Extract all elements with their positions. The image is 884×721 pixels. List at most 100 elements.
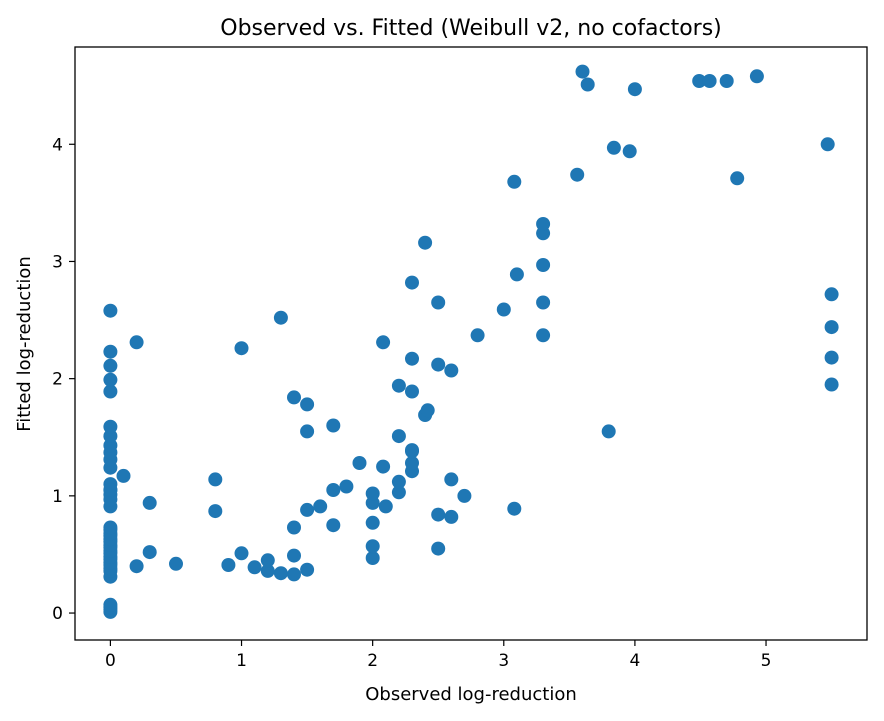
data-point xyxy=(287,390,301,405)
data-point xyxy=(627,82,642,97)
data-point xyxy=(365,551,380,565)
data-point xyxy=(103,597,118,612)
data-point xyxy=(287,567,301,582)
data-point xyxy=(405,456,419,470)
data-point xyxy=(405,384,419,399)
data-point xyxy=(129,559,144,574)
x-axis-ticks: 0 1 2 3 4 5 xyxy=(105,640,771,671)
data-point xyxy=(103,372,118,387)
data-point xyxy=(365,539,380,554)
data-point xyxy=(824,320,839,335)
data-point xyxy=(431,295,446,310)
data-point xyxy=(287,548,301,563)
data-point xyxy=(287,520,301,535)
data-point xyxy=(622,144,637,159)
data-point xyxy=(418,235,433,250)
data-point xyxy=(606,140,621,155)
data-point xyxy=(103,303,118,318)
data-point xyxy=(405,444,419,459)
data-point xyxy=(444,472,459,487)
data-point xyxy=(507,501,522,516)
x-tick-label: 3 xyxy=(498,651,509,671)
x-axis-label: Observed log-reduction xyxy=(365,684,577,705)
data-point xyxy=(749,69,764,84)
data-point xyxy=(431,541,446,556)
data-point xyxy=(692,74,707,88)
data-point xyxy=(208,504,223,519)
data-point xyxy=(103,384,118,399)
data-point xyxy=(365,486,380,501)
data-point xyxy=(391,485,406,500)
data-point xyxy=(444,363,459,378)
data-point xyxy=(221,558,236,572)
y-tick-label: 2 xyxy=(52,370,63,390)
data-point xyxy=(405,351,419,366)
chart-title: Observed vs. Fitted (Weibull v2, no cofa… xyxy=(220,16,722,41)
data-point xyxy=(820,137,835,152)
data-point xyxy=(405,275,419,290)
data-point xyxy=(391,474,406,489)
x-tick-label: 5 xyxy=(761,651,772,671)
data-point xyxy=(376,459,391,474)
data-point xyxy=(376,335,391,350)
data-point xyxy=(273,566,288,581)
data-point xyxy=(116,468,131,483)
data-point xyxy=(273,310,288,325)
data-point xyxy=(339,479,354,494)
data-point xyxy=(352,456,367,470)
y-tick-label: 3 xyxy=(52,252,63,272)
data-point xyxy=(103,483,118,497)
data-point xyxy=(313,499,328,514)
data-point xyxy=(496,302,511,317)
plot-frame xyxy=(74,46,868,641)
data-point xyxy=(378,499,393,514)
data-point xyxy=(431,357,446,372)
x-tick-label: 4 xyxy=(629,651,640,671)
data-point xyxy=(365,515,380,530)
y-tick-label: 1 xyxy=(52,487,63,507)
data-point xyxy=(507,174,522,189)
data-point xyxy=(536,258,551,272)
data-point xyxy=(300,562,315,577)
data-point xyxy=(103,419,118,434)
data-point xyxy=(536,295,551,310)
data-point xyxy=(326,518,341,533)
data-point xyxy=(391,378,406,393)
data-point xyxy=(444,509,459,524)
data-point xyxy=(391,429,406,444)
y-tick-label: 0 xyxy=(52,604,63,624)
data-point xyxy=(824,287,839,302)
data-point xyxy=(208,472,223,487)
data-point xyxy=(509,267,524,282)
data-point xyxy=(470,328,485,343)
data-point xyxy=(103,344,118,359)
data-point xyxy=(702,74,717,88)
data-point xyxy=(575,64,590,79)
data-point xyxy=(570,167,585,182)
data-point xyxy=(719,74,734,88)
data-point xyxy=(326,483,341,497)
data-point xyxy=(247,560,262,575)
data-point xyxy=(300,397,315,412)
data-point xyxy=(326,418,341,433)
x-tick-label: 1 xyxy=(236,651,247,671)
data-point xyxy=(824,377,839,392)
data-point xyxy=(300,502,315,517)
data-point xyxy=(431,507,446,522)
data-point xyxy=(536,328,551,343)
data-point xyxy=(234,546,249,561)
data-point xyxy=(103,358,118,373)
data-point xyxy=(234,341,249,356)
data-point xyxy=(730,171,745,186)
y-axis-label: Fitted log-reduction xyxy=(14,256,35,432)
data-point xyxy=(142,545,157,560)
x-tick-label: 2 xyxy=(367,651,378,671)
data-point xyxy=(169,556,183,571)
data-point xyxy=(300,424,315,439)
data-point xyxy=(103,520,118,535)
data-point xyxy=(420,403,435,418)
y-axis-ticks: 0 1 2 3 4 xyxy=(52,135,75,624)
data-point xyxy=(580,77,595,92)
data-points xyxy=(103,64,839,619)
